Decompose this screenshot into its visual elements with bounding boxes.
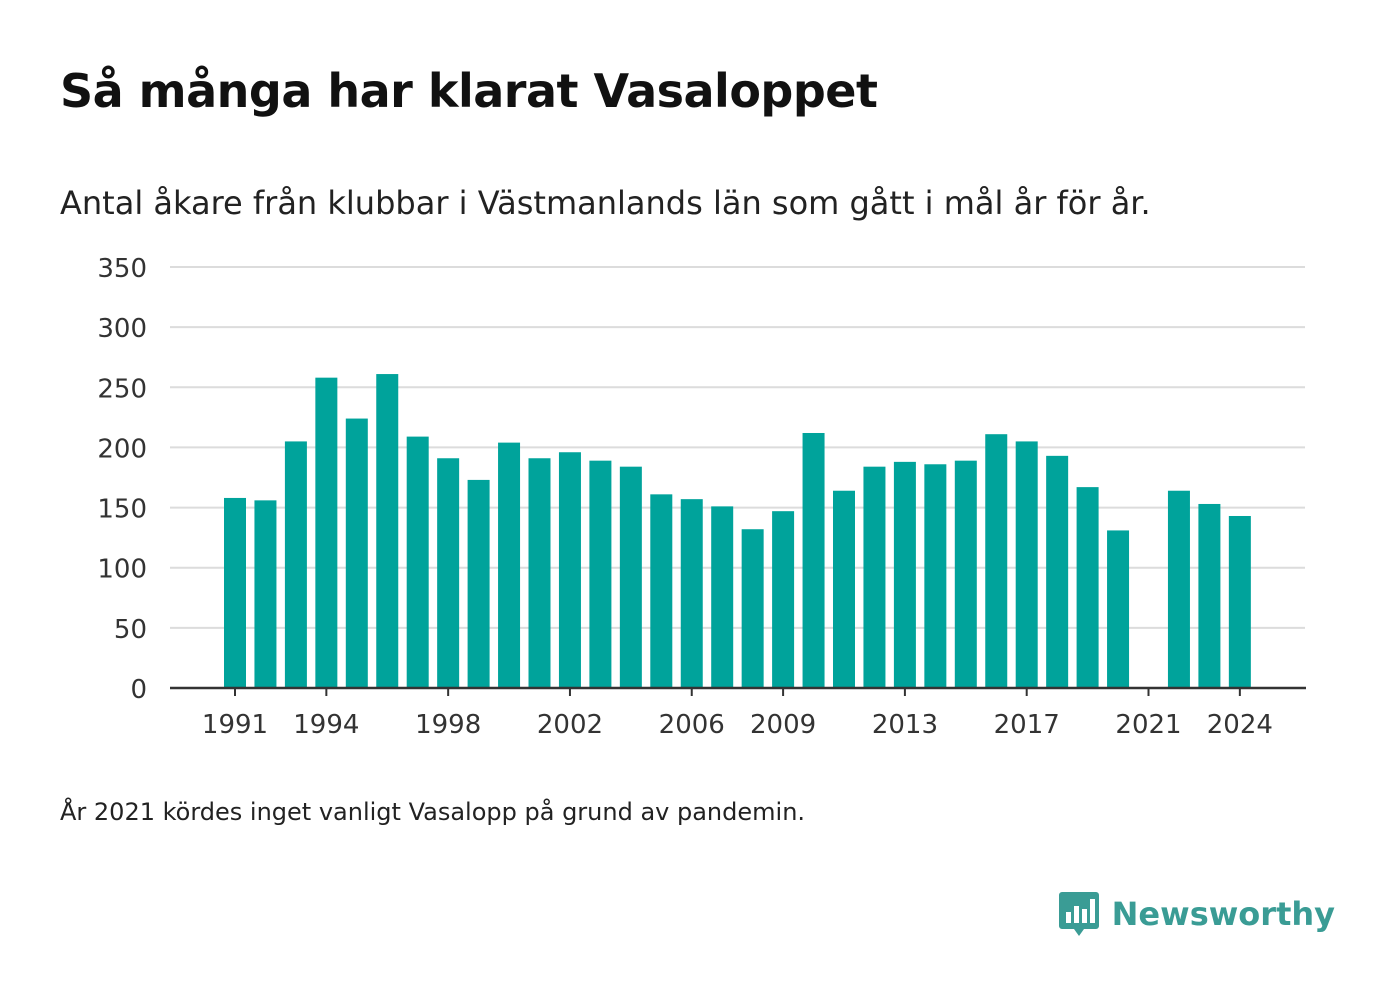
chart-title: Så många har klarat Vasaloppet [60,64,878,118]
bar [1228,515,1251,688]
bar [345,418,368,688]
bar [1167,490,1190,688]
y-tick-label: 350 [97,254,147,284]
x-tick-label: 2024 [1207,710,1273,740]
y-tick-label: 0 [130,675,147,705]
gridlines [170,266,1305,629]
bar [741,529,764,688]
bar [254,500,277,688]
y-tick-label: 200 [97,434,147,464]
bar [1107,530,1130,688]
bar [406,436,429,688]
x-axis-tick-labels: 1991 1994 1998 2002 2006 2009 2013 2017 2021 2024 [202,710,1273,740]
bar [558,452,581,688]
bar [224,497,246,688]
bar [589,460,612,688]
bar [528,458,551,688]
y-tick-label: 250 [97,374,147,404]
x-tick-label: 2017 [994,710,1060,740]
bar [711,506,734,688]
brand-name: Newsworthy [1111,895,1335,933]
bar [1076,487,1099,688]
bar [650,494,673,688]
bar [1015,441,1038,688]
x-axis [170,686,1306,696]
footnote: År 2021 kördes inget vanligt Vasalopp på… [60,798,806,826]
y-tick-label: 100 [97,555,147,585]
bar [376,374,399,688]
x-tick-label: 2006 [659,710,725,740]
bar [284,441,307,688]
x-tick-label: 1991 [202,710,268,740]
bar [467,479,490,688]
x-tick-label: 2009 [750,710,816,740]
bar [1198,503,1221,688]
bar [315,377,338,688]
bar [680,499,703,688]
bar [954,460,977,688]
bar [924,464,947,688]
bar [893,461,916,688]
bar-chart: 0 50 100 150 200 250 300 350 1991 1994 1998 2002 20… [97,254,1306,740]
y-axis-tick-labels: 0 50 100 150 200 250 300 350 [97,254,147,705]
bar [833,490,855,688]
bars [224,374,1251,688]
x-tick-label: 2013 [872,710,938,740]
bar [437,458,460,688]
x-tick-label: 1998 [415,710,481,740]
x-tick-label: 2021 [1115,710,1181,740]
bar [985,434,1008,688]
y-tick-label: 300 [97,314,147,344]
bar [772,511,795,688]
bar [802,432,825,688]
bar [619,466,642,688]
bar [1046,455,1069,688]
chart-subtitle: Antal åkare från klubbar i Västmanlands … [60,184,1151,222]
bar [498,442,521,688]
x-tick-label: 1994 [293,710,359,740]
bar [863,466,886,688]
y-tick-label: 50 [114,615,147,645]
x-tick-label: 2002 [537,710,603,740]
y-tick-label: 150 [97,495,147,525]
brand-logo: Newsworthy [1058,890,1335,938]
newsworthy-logo-icon [1058,892,1099,936]
